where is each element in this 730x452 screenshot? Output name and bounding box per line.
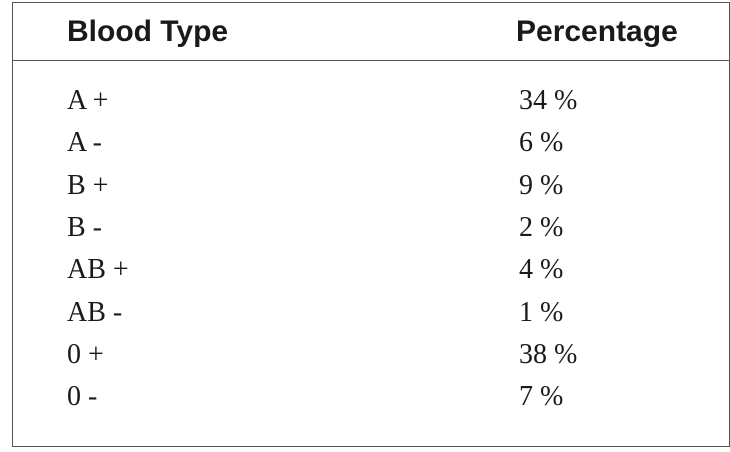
blood-type-cell: B - xyxy=(67,211,102,243)
blood-type-cell: A + xyxy=(67,85,109,116)
table-frame xyxy=(12,2,730,447)
percentage-cell: 6 % xyxy=(519,127,564,159)
header-rule xyxy=(12,60,730,61)
column-header: Blood Type xyxy=(67,15,229,48)
blood-type-cell: 0 + xyxy=(67,338,104,370)
column-header: Percentage xyxy=(516,15,678,48)
percentage-cell: 2 % xyxy=(519,211,564,243)
percentage-cell: 7 % xyxy=(519,381,564,413)
percentage-cell: 34 % xyxy=(519,85,578,116)
percentage-cell: 38 % xyxy=(519,338,578,370)
blood-type-cell: B + xyxy=(67,169,109,201)
percentage-cell: 1 % xyxy=(519,296,564,328)
blood-type-cell: AB - xyxy=(67,296,123,328)
blood-type-cell: 0 - xyxy=(67,381,98,413)
percentage-cell: 9 % xyxy=(519,169,564,201)
blood-type-cell: A - xyxy=(67,127,102,159)
percentage-cell: 4 % xyxy=(519,254,564,286)
blood-type-cell: AB + xyxy=(67,254,129,286)
